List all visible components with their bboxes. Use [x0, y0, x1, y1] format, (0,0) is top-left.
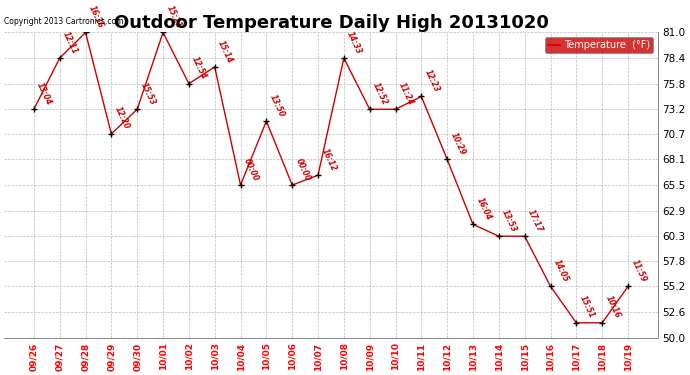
Text: 12:54: 12:54 — [190, 56, 208, 81]
Text: 13:53: 13:53 — [500, 208, 519, 234]
Text: 13:04: 13:04 — [35, 81, 54, 106]
Text: 00:00: 00:00 — [293, 157, 312, 182]
Text: 12:52: 12:52 — [371, 81, 389, 106]
Text: 14:33: 14:33 — [345, 30, 364, 55]
Text: 10:29: 10:29 — [448, 131, 467, 157]
Text: 12:20: 12:20 — [112, 105, 131, 131]
Text: 12:11: 12:11 — [61, 30, 79, 55]
Legend: Temperature  (°F): Temperature (°F) — [545, 38, 653, 53]
Text: 11:59: 11:59 — [629, 258, 648, 284]
Text: 15:51: 15:51 — [578, 294, 596, 320]
Text: 13:50: 13:50 — [268, 93, 286, 118]
Text: 12:23: 12:23 — [423, 68, 441, 94]
Text: Copyright 2013 Cartronics.com: Copyright 2013 Cartronics.com — [4, 17, 124, 26]
Title: Outdoor Temperature Daily High 20131020: Outdoor Temperature Daily High 20131020 — [114, 14, 549, 32]
Text: 15:14: 15:14 — [216, 39, 235, 64]
Text: 14:05: 14:05 — [552, 258, 570, 284]
Text: 15:21: 15:21 — [164, 4, 183, 30]
Text: 15:53: 15:53 — [139, 81, 157, 106]
Text: 16:12: 16:12 — [319, 147, 337, 172]
Text: 00:00: 00:00 — [242, 157, 260, 182]
Text: 16:36: 16:36 — [87, 4, 106, 30]
Text: 17:17: 17:17 — [526, 208, 544, 234]
Text: 10:16: 10:16 — [604, 294, 622, 320]
Text: 16:04: 16:04 — [475, 196, 493, 222]
Text: 11:24: 11:24 — [397, 81, 415, 106]
